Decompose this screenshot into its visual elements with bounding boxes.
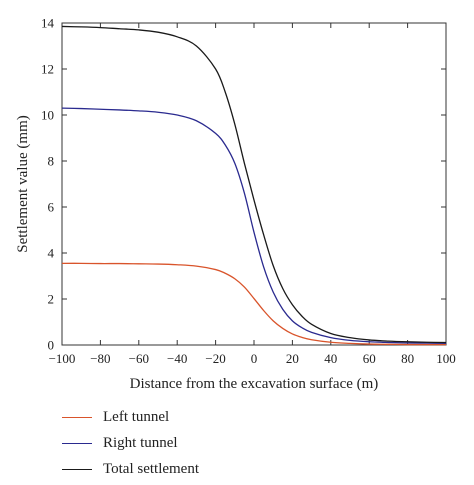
- plot-frame: [61, 22, 447, 346]
- series-line-left-tunnel: [61, 262, 446, 346]
- y-axis: 0 2 4 6 8 10 12 14: [41, 16, 446, 353]
- legend-swatch-left-tunnel: [62, 416, 92, 418]
- settlement-chart: −100 −80 −60 −40 −20 0 20 40 60 80 100 0 2 4 6 8 10 12 14…: [15, 16, 456, 393]
- x-tick-label: −20: [205, 351, 225, 366]
- x-tick-label: −80: [90, 351, 110, 366]
- y-tick-label: 6: [48, 200, 55, 215]
- y-tick-label: 8: [48, 154, 55, 169]
- x-tick-label: −100: [49, 351, 76, 366]
- x-tick-label: 40: [324, 351, 337, 366]
- series-lines: [61, 25, 447, 346]
- legend-item-left-tunnel: Left tunnel: [62, 404, 199, 430]
- legend-item-total-settlement: Total settlement: [62, 456, 199, 482]
- legend-label-total-settlement: Total settlement: [103, 460, 200, 477]
- x-tick-label: 80: [401, 351, 414, 366]
- legend-item-right-tunnel: Right tunnel: [62, 430, 199, 456]
- legend-label-right-tunnel: Right tunnel: [103, 434, 178, 451]
- series-line-right-tunnel: [61, 107, 447, 345]
- legend-swatch-right-tunnel: [62, 442, 92, 444]
- x-tick-label: 20: [286, 351, 299, 366]
- y-tick-label: 2: [48, 292, 55, 307]
- legend-label-left-tunnel: Left tunnel: [103, 408, 170, 425]
- y-tick-label: 10: [41, 108, 54, 123]
- y-axis-label: Settlement value (mm): [15, 115, 31, 252]
- y-tick-label: 0: [48, 338, 55, 353]
- y-tick-label: 14: [41, 16, 55, 31]
- legend: Left tunnel Right tunnel Total settlemen…: [62, 404, 199, 482]
- x-axis: −100 −80 −60 −40 −20 0 20 40 60 80 100: [49, 23, 456, 366]
- legend-swatch-total-settlement: [62, 468, 92, 470]
- x-tick-label: −40: [167, 351, 187, 366]
- y-tick-label: 4: [48, 246, 55, 261]
- plot-border: [61, 22, 447, 346]
- y-tick-label: 12: [41, 62, 54, 77]
- x-tick-label: 0: [251, 351, 258, 366]
- x-tick-label: 60: [363, 351, 376, 366]
- series-line-total-settlement: [61, 25, 447, 344]
- x-tick-label: 100: [436, 351, 456, 366]
- x-tick-label: −60: [129, 351, 149, 366]
- x-axis-label: Distance from the excavation surface (m): [130, 376, 379, 392]
